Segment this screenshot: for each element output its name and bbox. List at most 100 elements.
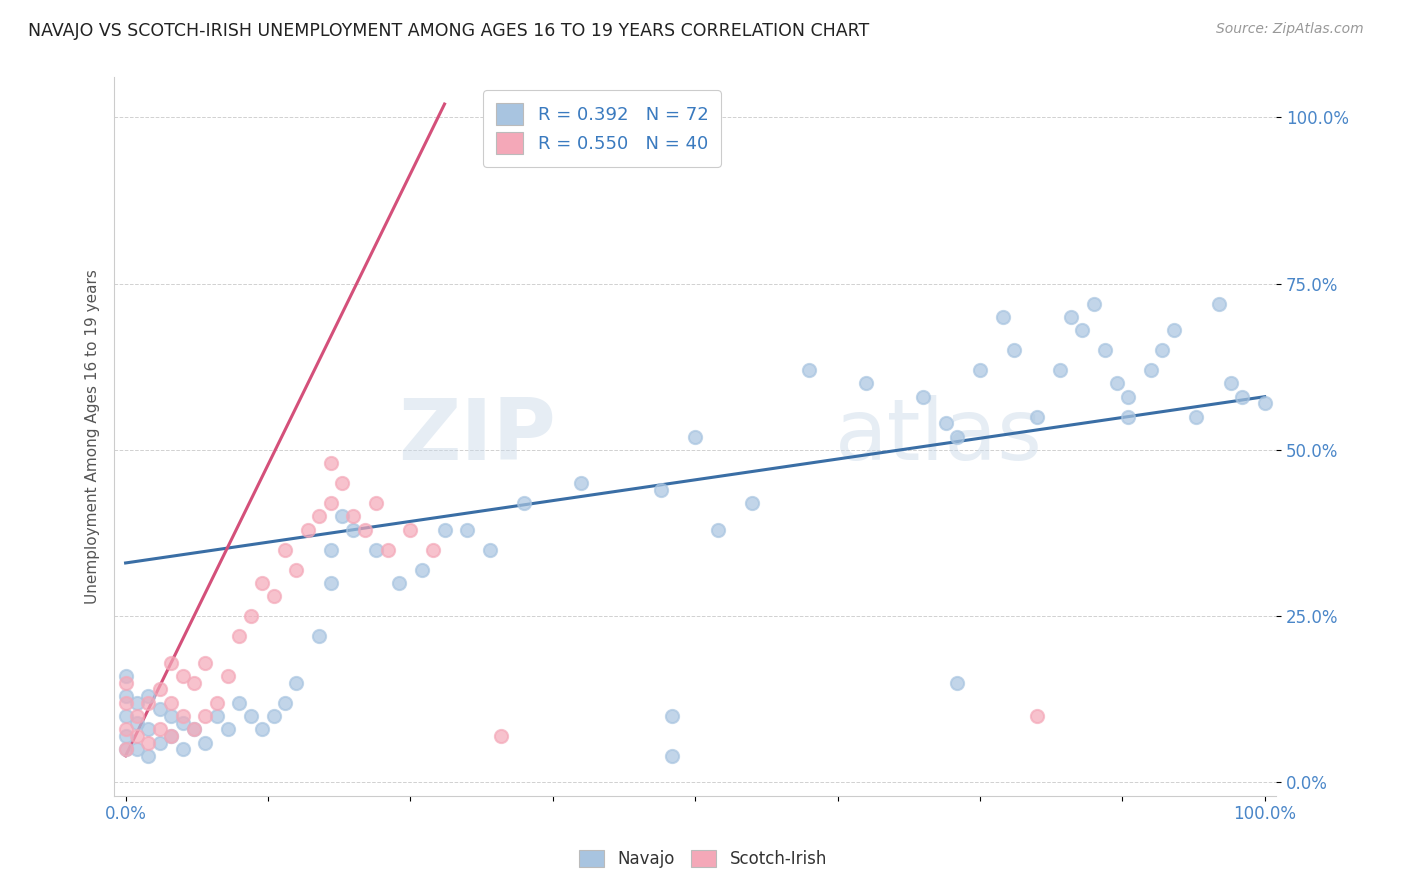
Point xyxy=(1219,376,1241,391)
Point xyxy=(228,629,250,643)
Point xyxy=(252,576,274,591)
Point xyxy=(1025,709,1047,723)
Point xyxy=(1230,390,1253,404)
Point xyxy=(342,523,364,537)
Point xyxy=(661,748,683,763)
Point xyxy=(479,542,502,557)
Point xyxy=(491,729,513,743)
Point xyxy=(172,709,194,723)
Point xyxy=(125,696,148,710)
Point xyxy=(172,715,194,730)
Point xyxy=(205,696,228,710)
Point xyxy=(342,509,364,524)
Point xyxy=(388,576,411,591)
Point xyxy=(125,715,148,730)
Point xyxy=(1049,363,1071,377)
Point xyxy=(194,656,217,670)
Point xyxy=(160,729,183,743)
Point xyxy=(239,609,262,624)
Point xyxy=(114,709,136,723)
Point xyxy=(160,696,183,710)
Point xyxy=(114,723,136,737)
Point xyxy=(946,429,969,443)
Point xyxy=(319,496,342,510)
Point xyxy=(1025,409,1047,424)
Point xyxy=(114,696,136,710)
Point xyxy=(125,729,148,743)
Point xyxy=(1083,296,1105,310)
Point xyxy=(138,735,160,749)
Point xyxy=(149,735,172,749)
Point xyxy=(319,542,342,557)
Text: NAVAJO VS SCOTCH-IRISH UNEMPLOYMENT AMONG AGES 16 TO 19 YEARS CORRELATION CHART: NAVAJO VS SCOTCH-IRISH UNEMPLOYMENT AMON… xyxy=(28,22,869,40)
Point xyxy=(366,496,388,510)
Point xyxy=(183,675,205,690)
Legend: Navajo, Scotch-Irish: Navajo, Scotch-Irish xyxy=(572,843,834,875)
Point xyxy=(650,483,672,497)
Point xyxy=(1163,323,1185,337)
Point xyxy=(228,696,250,710)
Point xyxy=(1185,409,1208,424)
Point xyxy=(172,669,194,683)
Point xyxy=(991,310,1014,324)
Point xyxy=(160,709,183,723)
Point xyxy=(149,702,172,716)
Point xyxy=(1152,343,1174,358)
Point xyxy=(707,523,730,537)
Point xyxy=(969,363,991,377)
Point xyxy=(741,496,763,510)
Point xyxy=(1116,390,1139,404)
Point xyxy=(285,563,308,577)
Text: ZIP: ZIP xyxy=(398,395,555,478)
Point xyxy=(125,742,148,756)
Point xyxy=(252,723,274,737)
Point xyxy=(114,742,136,756)
Point xyxy=(263,709,285,723)
Point xyxy=(319,456,342,470)
Point xyxy=(308,629,330,643)
Point xyxy=(125,709,148,723)
Point xyxy=(274,542,297,557)
Point xyxy=(569,476,592,491)
Point xyxy=(330,509,353,524)
Point xyxy=(366,542,388,557)
Point xyxy=(172,742,194,756)
Point xyxy=(456,523,478,537)
Point xyxy=(1116,409,1139,424)
Point xyxy=(1208,296,1230,310)
Point xyxy=(114,742,136,756)
Point xyxy=(183,723,205,737)
Point xyxy=(205,709,228,723)
Point xyxy=(513,496,536,510)
Point xyxy=(114,669,136,683)
Point xyxy=(160,729,183,743)
Point xyxy=(217,723,239,737)
Point xyxy=(935,417,957,431)
Point xyxy=(263,589,285,603)
Point xyxy=(1105,376,1128,391)
Point xyxy=(114,729,136,743)
Point xyxy=(1139,363,1161,377)
Point xyxy=(274,696,297,710)
Point xyxy=(377,542,399,557)
Point xyxy=(1071,323,1094,337)
Point xyxy=(297,523,319,537)
Point xyxy=(138,748,160,763)
Point xyxy=(308,509,330,524)
Point xyxy=(114,675,136,690)
Point xyxy=(411,563,433,577)
Point xyxy=(285,675,308,690)
Point xyxy=(353,523,375,537)
Point xyxy=(855,376,877,391)
Point xyxy=(797,363,820,377)
Point xyxy=(911,390,934,404)
Point xyxy=(433,523,456,537)
Point xyxy=(138,689,160,703)
Point xyxy=(149,723,172,737)
Point xyxy=(399,523,422,537)
Point xyxy=(946,675,969,690)
Point xyxy=(239,709,262,723)
Point xyxy=(194,735,217,749)
Point xyxy=(661,709,683,723)
Legend: R = 0.392   N = 72, R = 0.550   N = 40: R = 0.392 N = 72, R = 0.550 N = 40 xyxy=(484,90,721,167)
